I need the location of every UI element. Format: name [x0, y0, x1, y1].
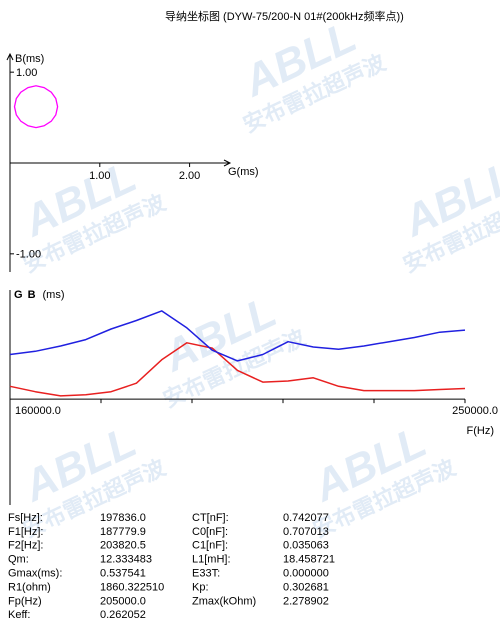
param-value: 0.262052 — [100, 609, 146, 621]
x-tick-label: 250000.0 — [452, 405, 498, 417]
param-value: 205000.0 — [100, 595, 146, 607]
x-tick-label: 2.00 — [179, 170, 200, 182]
param-label: Keff: — [8, 609, 30, 621]
param-label: Zmax(kOhm) — [192, 595, 256, 607]
param-value: 0.742077 — [283, 512, 329, 524]
param-label: F1[Hz]: — [8, 526, 43, 538]
param-value: 0.000000 — [283, 568, 329, 580]
param-label: R1(ohm) — [8, 581, 51, 593]
param-label: Fp(Hz) — [8, 595, 42, 607]
legend-label: B — [28, 289, 36, 301]
param-value: 203820.5 — [100, 540, 146, 552]
y-axis-label: B(ms) — [15, 53, 44, 65]
param-value: 18.458721 — [283, 554, 335, 566]
param-value: 0.537541 — [100, 568, 146, 580]
param-value: 0.035063 — [283, 540, 329, 552]
axis-arrow — [223, 159, 232, 167]
param-label: CT[nF]: — [192, 512, 229, 524]
x-axis-label: G(ms) — [228, 166, 259, 178]
title: 导纳坐标图 (DYW-75/200-N 01#(200kHz频率点)) — [165, 9, 404, 23]
x-tick-label: 1.00 — [89, 170, 110, 182]
param-value: 12.333483 — [100, 554, 152, 566]
y-axis-label: (ms) — [43, 289, 65, 301]
param-label: Fs[Hz]: — [8, 512, 43, 524]
param-value: 2.278902 — [283, 595, 329, 607]
param-label: C1[nF]: — [192, 540, 228, 552]
param-value: 0.707013 — [283, 526, 329, 538]
legend-label: G — [14, 289, 23, 301]
y-tick-label: 1.00 — [16, 67, 37, 79]
param-value: 0.302681 — [283, 581, 329, 593]
param-value: 197836.0 — [100, 512, 146, 524]
param-label: Qm: — [8, 554, 29, 566]
admittance-loop — [13, 85, 59, 129]
y-tick-label: -1.00 — [16, 249, 41, 261]
param-value: 1860.322510 — [100, 581, 164, 593]
param-value: 187779.9 — [100, 526, 146, 538]
axis-arrow — [6, 52, 14, 61]
param-label: E33T: — [192, 568, 220, 580]
series-line — [9, 342, 466, 397]
param-label: Kp: — [192, 581, 209, 593]
param-label: C0[nF]: — [192, 526, 228, 538]
param-label: L1[mH]: — [192, 554, 231, 566]
x-tick-label: 160000.0 — [15, 405, 61, 417]
param-label: F2[Hz]: — [8, 540, 43, 552]
series-line — [9, 310, 466, 362]
x-axis-label: F(Hz) — [467, 425, 495, 437]
param-label: Gmax(ms): — [8, 568, 62, 580]
